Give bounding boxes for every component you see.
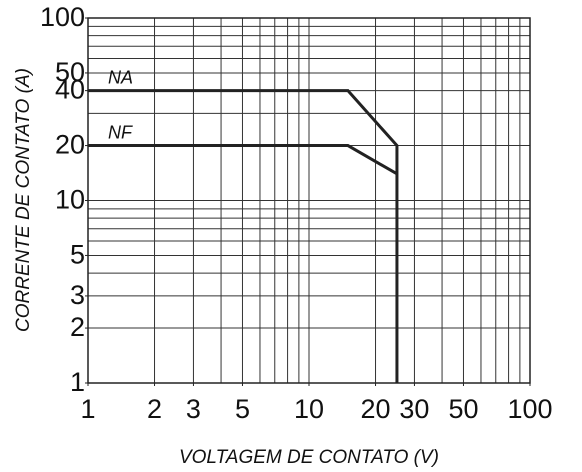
y-tick-label: 40 (55, 75, 85, 105)
x-tick-label: 3 (186, 394, 201, 424)
x-tick-label: 20 (361, 394, 391, 424)
x-tick-label: 5 (235, 394, 250, 424)
x-tick-label: 100 (507, 394, 552, 424)
x-tick-label: 30 (399, 394, 429, 424)
series-label: NF (108, 122, 133, 142)
series-label: NA (108, 67, 133, 87)
y-tick-label: 1 (70, 367, 85, 397)
series-line (88, 89, 399, 383)
y-tick-label: 100 (40, 2, 85, 32)
y-tick-label: 50 (55, 57, 85, 87)
x-tick-label: 50 (448, 394, 478, 424)
y-tick-label: 5 (70, 240, 85, 270)
x-axis-label: VOLTAGEM DE CONTATO (V) (179, 447, 439, 468)
y-axis-label: CORRENTE DE CONTATO (A) (13, 68, 34, 332)
y-tick-label: 3 (70, 280, 85, 310)
series-line (88, 144, 398, 176)
x-tick-label: 2 (147, 394, 162, 424)
y-tick-label: 2 (70, 312, 85, 342)
y-tick-label: 20 (55, 130, 85, 160)
x-tick-label: 10 (294, 394, 324, 424)
y-tick-label: 10 (55, 185, 85, 215)
x-tick-label: 1 (80, 394, 95, 424)
